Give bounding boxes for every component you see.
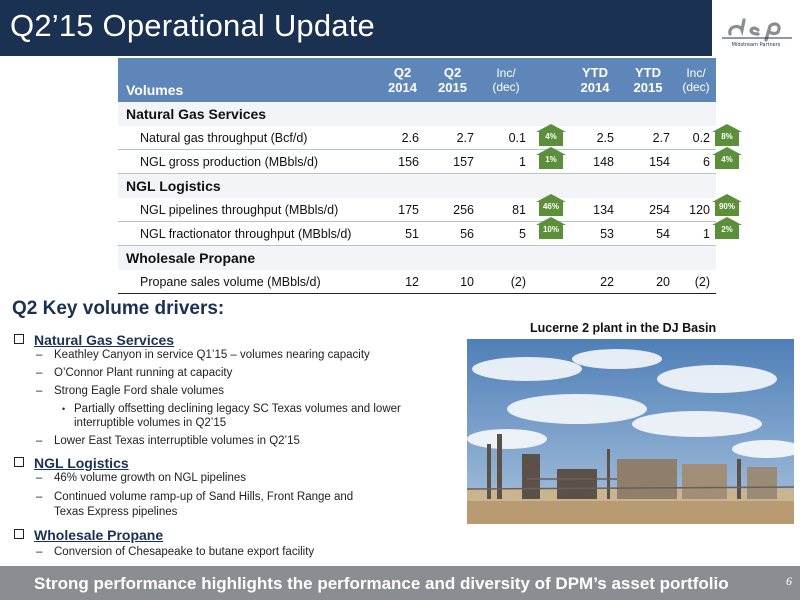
table-label: Volumes <box>118 58 380 102</box>
cell-ytd-inc: 120 <box>676 198 716 222</box>
section-title: NGL Logistics <box>118 173 716 198</box>
cell-q2-2014: 12 <box>380 270 425 294</box>
row-label: Natural gas throughput (Bcf/d) <box>118 126 380 150</box>
up-arrow-icon: 2% <box>712 217 742 239</box>
cell-ytd-inc: 1 <box>676 221 716 246</box>
table-row: Propane sales volume (MBbls/d) 12 10 (2)… <box>118 270 716 294</box>
cell-ytd-2014: 2.5 <box>570 126 620 150</box>
page-title: Q2’15 Operational Update <box>10 8 375 43</box>
table-row: NGL fractionator throughput (MBbls/d) 51… <box>118 221 716 246</box>
driver-item: – Lower East Texas interruptible volumes … <box>36 435 300 447</box>
growth-badge-label: 4% <box>545 132 557 141</box>
checkbox-icon <box>14 529 24 539</box>
up-arrow-icon: 10% <box>536 217 566 239</box>
company-logo: Midstream Partners <box>712 0 800 56</box>
cell-ytd-2015: 154 <box>620 149 676 174</box>
cell-q2-2014: 156 <box>380 149 425 174</box>
col-header-q2-2015: Q2 2015 <box>425 58 480 102</box>
driver-item: –46% volume growth on NGL pipelines <box>36 472 246 484</box>
title-bar: Q2’15 Operational Update Midstream Partn… <box>0 0 800 56</box>
cell-q2-2014: 175 <box>380 198 425 222</box>
driver-group-heading: Wholesale Propane <box>14 527 163 543</box>
up-arrow-icon: 1% <box>536 147 566 169</box>
section-row: Natural Gas Services <box>118 102 716 126</box>
up-arrow-icon: 8% <box>712 124 742 146</box>
cell-q2-2015: 157 <box>425 149 480 174</box>
cell-q2-inc: 81 <box>480 198 532 222</box>
up-arrow-icon: 4% <box>712 147 742 169</box>
col-header-ytd-inc: Inc/(dec) <box>676 58 716 102</box>
cell-ytd-2015: 254 <box>620 198 676 222</box>
cell-ytd-2015: 54 <box>620 221 676 246</box>
col-header-gap <box>532 58 570 102</box>
growth-badge-label: 90% <box>718 202 735 211</box>
col-header-ytd-2015: YTD 2015 <box>620 58 676 102</box>
cell-q2-2014: 2.6 <box>380 126 425 150</box>
col-header-q2-inc: Inc/(dec) <box>480 58 532 102</box>
growth-badge-label: 8% <box>721 132 733 141</box>
cell-ytd-2014: 53 <box>570 221 620 246</box>
cell-q2-2015: 256 <box>425 198 480 222</box>
cell-ytd-inc: (2) <box>676 270 716 294</box>
growth-badge-label: 1% <box>545 155 557 164</box>
up-arrow-icon: 90% <box>712 194 742 216</box>
photo-caption: Lucerne 2 plant in the DJ Basin <box>530 321 717 335</box>
checkbox-icon <box>14 334 24 344</box>
plant-photo <box>466 339 800 524</box>
row-label: NGL gross production (MBbls/d) <box>118 149 380 174</box>
table-row: NGL gross production (MBbls/d) 156 157 1… <box>118 149 716 174</box>
driver-item: – O’Connor Plant running at capacity <box>36 367 233 379</box>
driver-item: – Conversion of Chesapeake to butane expo… <box>36 546 315 558</box>
driver-item: – Continued volume ramp-up of Sand Hills,… <box>36 491 354 503</box>
table-header-row: Volumes Q2 2014 Q2 2015 Inc/(dec) YTD 2014 … <box>118 58 716 102</box>
cell-q2-inc: 5 <box>480 221 532 246</box>
growth-badge-label: 4% <box>721 155 733 164</box>
cell-q2-2015: 10 <box>425 270 480 294</box>
row-label: Propane sales volume (MBbls/d) <box>118 270 380 294</box>
growth-badge-label: 46% <box>542 202 559 211</box>
cell-ytd-2014: 22 <box>570 270 620 294</box>
table-row: Natural gas throughput (Bcf/d) 2.6 2.7 0… <box>118 126 716 150</box>
growth-badge-label: 10% <box>542 225 559 234</box>
row-label: NGL fractionator throughput (MBbls/d) <box>118 221 380 246</box>
section-title: Natural Gas Services <box>118 102 716 126</box>
driver-group-heading: Natural Gas Services <box>14 332 174 348</box>
cell-ytd-2015: 2.7 <box>620 126 676 150</box>
cell-q2-2015: 2.7 <box>425 126 480 150</box>
cell-ytd-2014: 134 <box>570 198 620 222</box>
section-row: NGL Logistics <box>118 173 716 198</box>
footer-bar: Strong performance highlights the perfor… <box>0 566 800 600</box>
up-arrow-icon: 4% <box>536 124 566 146</box>
cell-q2-inc: 1 <box>480 149 532 174</box>
cell-ytd-2014: 148 <box>570 149 620 174</box>
table-row: NGL pipelines throughput (MBbls/d) 175 2… <box>118 198 716 222</box>
cell-ytd-inc: 6 <box>676 149 716 174</box>
cell-gap <box>532 270 570 294</box>
volumes-table: Volumes Q2 2014 Q2 2015 Inc/(dec) YTD 2014 … <box>118 58 716 294</box>
cell-ytd-inc: 0.2 <box>676 126 716 150</box>
row-label: NGL pipelines throughput (MBbls/d) <box>118 198 380 222</box>
cell-q2-inc: 0.1 <box>480 126 532 150</box>
footer-text: Strong performance highlights the perfor… <box>34 574 729 593</box>
growth-badge-label: 2% <box>721 225 733 234</box>
checkbox-icon <box>14 457 24 467</box>
logo-tagline: Midstream Partners <box>732 42 781 48</box>
page-number: 6 <box>786 574 792 588</box>
cell-ytd-2015: 20 <box>620 270 676 294</box>
section-title: Wholesale Propane <box>118 245 716 270</box>
cell-q2-2014: 51 <box>380 221 425 246</box>
col-header-q2-2014: Q2 2014 <box>380 58 425 102</box>
driver-subitem: • Partially offsetting declining legacy S… <box>62 403 401 415</box>
driver-item-continued: Texas Express pipelines <box>54 506 178 518</box>
col-header-ytd-2014: YTD 2014 <box>570 58 620 102</box>
driver-item: – Keathley Canyon in service Q1’15 – volu… <box>36 349 370 361</box>
cell-q2-inc: (2) <box>480 270 532 294</box>
cell-q2-2015: 56 <box>425 221 480 246</box>
up-arrow-icon: 46% <box>536 194 566 216</box>
drivers-title: Q2 Key volume drivers: <box>12 298 225 319</box>
driver-subitem-continued: interruptible volumes in Q2’15 <box>74 417 227 429</box>
section-row: Wholesale Propane <box>118 245 716 270</box>
driver-item: – Strong Eagle Ford shale volumes <box>36 385 225 397</box>
driver-group-heading: NGL Logistics <box>14 455 129 471</box>
